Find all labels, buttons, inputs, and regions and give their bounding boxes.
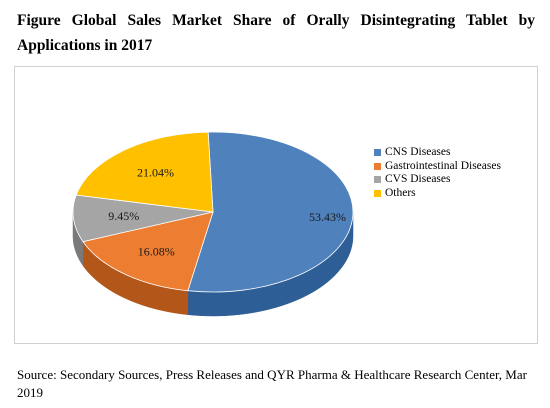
chart-legend: CNS Diseases Gastrointestinal Diseases CVS… <box>374 146 501 200</box>
data-label: 9.45% <box>108 209 139 223</box>
legend-label: CNS Diseases <box>385 146 451 158</box>
legend-swatch <box>374 189 381 197</box>
legend-swatch <box>374 176 381 184</box>
legend-swatch <box>374 162 381 170</box>
legend-item: Gastrointestinal Diseases <box>374 160 501 174</box>
legend-label: Others <box>385 186 416 199</box>
data-label: 16.08% <box>138 245 175 259</box>
pie-slice-others <box>75 131 214 213</box>
legend-label: Gastrointestinal Diseases <box>385 159 501 172</box>
chart-area: 53.43% 16.08% 9.45% 21.04% CNS Diseases Gast… <box>14 66 538 344</box>
figure-title: Figure Global Sales Market Share of Oral… <box>17 12 535 54</box>
data-label: 53.43% <box>309 210 346 224</box>
pie-chart: 53.43% 16.08% 9.45% 21.04% <box>72 131 354 317</box>
legend-item: CNS Diseases <box>374 146 501 160</box>
pie-slice-cvs-diseases <box>72 194 214 243</box>
data-label: 21.04% <box>137 166 174 180</box>
legend-item: Others <box>374 187 501 201</box>
legend-item: CVS Diseases <box>374 173 501 187</box>
pie-slice-cns-diseases <box>187 131 354 293</box>
legend-label: CVS Diseases <box>385 173 451 185</box>
source-note: Source: Secondary Sources, Press Release… <box>17 367 527 400</box>
pie-slice-gastrointestinal-diseases <box>82 211 214 292</box>
legend-swatch <box>374 149 381 157</box>
